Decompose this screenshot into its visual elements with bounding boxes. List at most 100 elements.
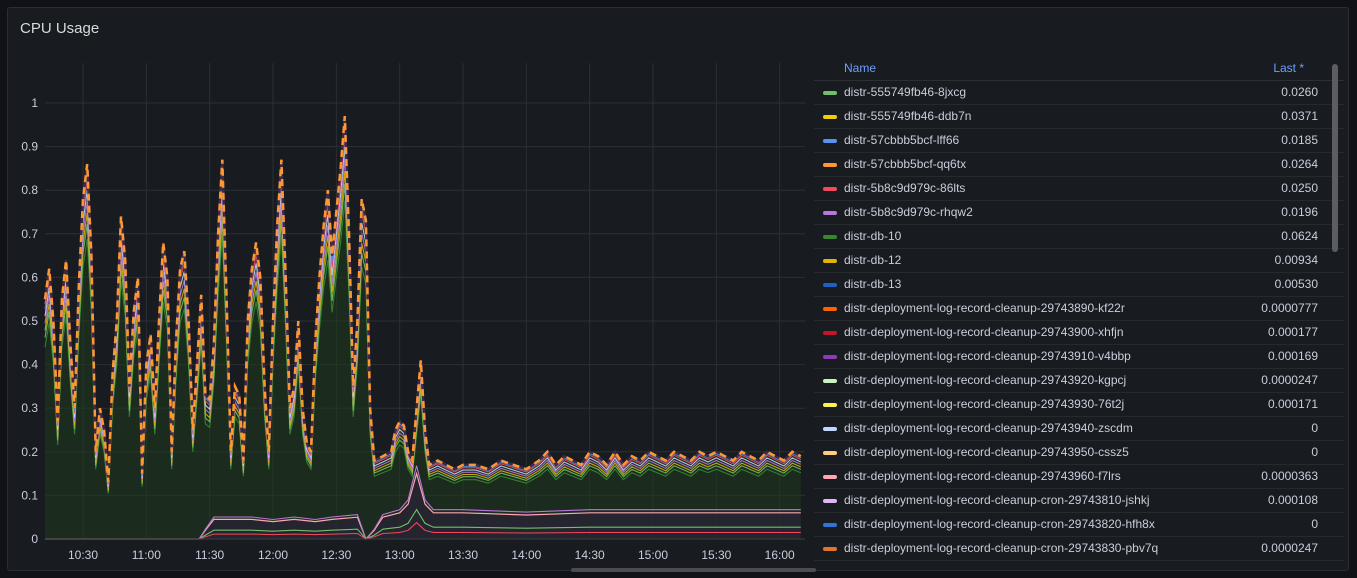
legend-series-name: distr-deployment-log-record-cleanup-2974… [844,373,1127,387]
legend-last-value: 0 [1311,445,1318,459]
legend-last-value: 0.000108 [1267,493,1318,507]
legend-row[interactable]: distr-555749fb46-8jxcg 0.0260 [814,81,1344,105]
legend-series-name: distr-57cbbb5bcf-qq6tx [844,157,967,171]
legend-row[interactable]: distr-deployment-log-record-cleanup-2974… [814,369,1344,393]
y-tick-label: 0 [31,532,38,546]
series-line [44,171,802,490]
legend-color-swatch [823,427,837,431]
legend-row[interactable]: distr-deployment-log-record-cleanup-cron… [814,513,1344,537]
legend-color-swatch [823,403,837,407]
legend-row[interactable]: distr-deployment-log-record-cleanup-2974… [814,441,1344,465]
legend-last-value: 0.0185 [1281,133,1318,147]
series-line [45,508,801,540]
legend-series-name: distr-deployment-log-record-cleanup-2974… [844,349,1131,363]
legend-series-name: distr-deployment-log-record-cleanup-cron… [844,541,1159,555]
legend-series-name: distr-deployment-log-record-cleanup-cron… [844,493,1150,507]
chart-horizontal-scrollbar[interactable] [571,568,816,572]
cpu-usage-panel: CPU Usage 0 0.1 0.2 0.3 0.4 0.5 0.6 0.7 0.8 0.9 1 1… [7,7,1349,572]
y-tick-label: 0.6 [21,270,38,284]
y-tick-label: 0.5 [21,314,38,328]
series-line [43,115,802,483]
legend-row[interactable]: distr-5b8c9d979c-rhqw2 0.0196 [814,201,1344,225]
legend-row[interactable]: distr-db-10 0.0624 [814,225,1344,249]
legend-last-value: 0 [1311,517,1318,531]
legend-color-swatch [823,451,837,455]
legend-last-value: 0 [1311,421,1318,435]
cpu-usage-chart[interactable]: 0 0.1 0.2 0.3 0.4 0.5 0.6 0.7 0.8 0.9 1 10:30 11:00 1… [8,8,808,572]
y-tick-label: 0.2 [21,445,38,459]
legend-series-name: distr-deployment-log-record-cleanup-2974… [844,301,1125,315]
y-tick-label: 1 [31,96,38,110]
legend-rows: distr-555749fb46-8jxcg 0.0260 distr-555749… [814,81,1344,561]
series-line [44,200,802,494]
legend-color-swatch [823,139,837,143]
x-tick-label: 16:00 [765,548,795,562]
legend-row[interactable]: distr-db-13 0.00530 [814,273,1344,297]
legend-row[interactable]: distr-db-12 0.00934 [814,249,1344,273]
legend-row[interactable]: distr-555749fb46-ddb7n 0.0371 [814,105,1344,129]
legend-row[interactable]: distr-5b8c9d979c-86lts 0.0250 [814,177,1344,201]
legend-last-value: 0.0000247 [1261,373,1318,387]
x-tick-label: 14:30 [575,548,605,562]
legend-series-name: distr-db-13 [844,277,902,291]
legend-table: Name Last * distr-555749fb46-8jxcg 0.0260… [814,56,1344,564]
x-tick-label: 15:00 [638,548,668,562]
legend-series-name: distr-deployment-log-record-cleanup-2974… [844,397,1125,411]
legend-row[interactable]: distr-deployment-log-record-cleanup-2974… [814,297,1344,321]
series-line [45,471,801,541]
legend-row[interactable]: distr-deployment-log-record-cleanup-2974… [814,345,1344,369]
x-tick-label: 13:30 [448,548,478,562]
legend-series-name: distr-57cbbb5bcf-lff66 [844,133,960,147]
legend-series-name: distr-5b8c9d979c-86lts [844,181,966,195]
x-tick-label: 13:00 [385,548,415,562]
legend-last-value: 0.0000777 [1261,301,1318,315]
legend-color-swatch [823,523,837,527]
legend-color-swatch [823,115,837,119]
legend-color-swatch [823,355,837,359]
legend-header-name[interactable]: Name [844,61,877,75]
x-tick-label: 11:30 [195,548,224,562]
y-tick-label: 0.1 [21,488,38,502]
legend-row[interactable]: distr-deployment-log-record-cleanup-2974… [814,321,1344,345]
legend-last-value: 0.0371 [1281,109,1318,123]
series-line [44,183,802,492]
legend-color-swatch [823,547,837,551]
legend-row[interactable]: distr-deployment-log-record-cleanup-2974… [814,393,1344,417]
legend-series-name: distr-deployment-log-record-cleanup-2974… [844,469,1121,483]
legend-series-name: distr-555749fb46-8jxcg [844,85,967,99]
y-tick-label: 0.9 [21,140,38,154]
legend-last-value: 0.0624 [1281,229,1318,243]
legend-last-value: 0.00934 [1274,253,1318,267]
legend-last-value: 0.000177 [1267,325,1318,339]
y-tick-label: 0.3 [21,401,38,415]
x-tick-label: 12:00 [258,548,288,562]
legend-last-value: 0.00530 [1274,277,1318,291]
legend-last-value: 0.0196 [1281,205,1318,219]
legend-row[interactable]: distr-deployment-log-record-cleanup-2974… [814,417,1344,441]
legend-series-name: distr-deployment-log-record-cleanup-2974… [844,325,1124,339]
series-line [45,465,801,541]
legend-last-value: 0.0264 [1281,157,1318,171]
legend-last-value: 0.0000363 [1261,469,1318,483]
legend-series-name: distr-db-10 [844,229,902,243]
legend-series-name: distr-5b8c9d979c-rhqw2 [844,205,973,219]
legend-row[interactable]: distr-57cbbb5bcf-lff66 0.0185 [814,129,1344,153]
legend-scrollbar[interactable] [1332,64,1338,252]
x-tick-label: 15:30 [701,548,731,562]
y-tick-label: 0.7 [21,227,38,241]
legend-last-value: 0.0250 [1281,181,1318,195]
legend-row[interactable]: distr-deployment-log-record-cleanup-cron… [814,537,1344,561]
y-tick-label: 0.8 [21,183,38,197]
legend-color-swatch [823,475,837,479]
legend-header-last[interactable]: Last * [1273,61,1304,75]
legend-row[interactable]: distr-deployment-log-record-cleanup-2974… [814,465,1344,489]
legend-row[interactable]: distr-57cbbb5bcf-qq6tx 0.0264 [814,153,1344,177]
legend-last-value: 0.0260 [1281,85,1318,99]
legend-row[interactable]: distr-deployment-log-record-cleanup-cron… [814,489,1344,513]
x-tick-label: 12:30 [321,548,351,562]
legend-color-swatch [823,283,837,287]
legend-series-name: distr-deployment-log-record-cleanup-2974… [844,421,1133,435]
legend-color-swatch [823,211,837,215]
legend-last-value: 0.0000247 [1261,541,1318,555]
legend-color-swatch [823,235,837,239]
